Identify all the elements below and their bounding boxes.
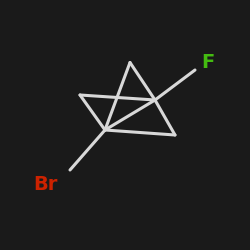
Text: F: F xyxy=(201,53,214,72)
Text: Br: Br xyxy=(33,176,57,195)
